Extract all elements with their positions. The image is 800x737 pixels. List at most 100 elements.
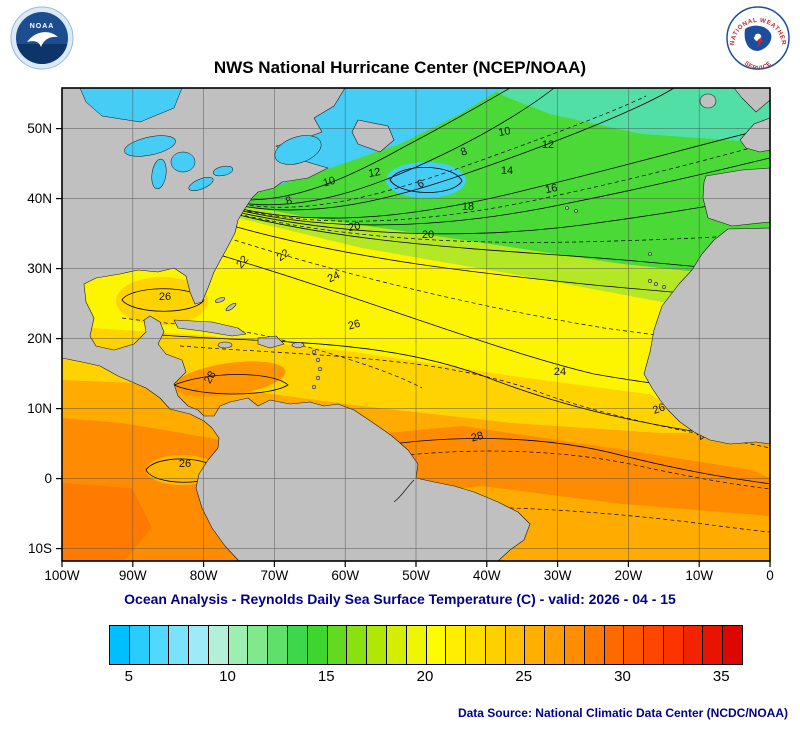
colorbar-cell [524,626,545,664]
land-cuba [173,319,247,337]
contour-lines [121,87,771,533]
land-ireland [699,93,717,109]
land-antilles [315,375,321,381]
colorbar-cell [148,626,169,664]
noaa-logo-text: NOAA [30,23,55,30]
lake-erie [188,177,214,191]
colorbar-cell [583,626,604,664]
lon-tick-label: 20W [615,568,643,583]
colorbar [109,625,743,665]
contour-label: 10 [322,175,337,190]
lat-tick-label: 10S [28,541,52,556]
land-puerto-rico [291,342,305,348]
contour-label: 14 [501,165,513,177]
contour-label: 6 [415,178,426,191]
land-bahamas [225,302,237,312]
colorbar-cell [702,626,723,664]
noaa-logo-sea [16,44,68,64]
colorbar-cell [484,626,505,664]
lon-tick-label: 0 [766,568,774,583]
colorbar-tick-label: 15 [317,668,335,685]
colorbar-tick-label: 30 [614,668,631,685]
colorbar-cell [287,626,307,664]
colorbar-cell [662,626,683,664]
colorbar-cell [504,626,525,664]
colorbar-cell [465,626,485,664]
lat-tick-label: 20N [27,331,52,346]
contour-label: 8 [284,194,294,207]
lon-tick-label: 80W [190,568,218,583]
colorbar-cell [346,626,367,664]
land-canary-islands [662,285,666,289]
contour-label: 8 [459,145,469,158]
colorbar-cell [306,626,327,664]
colorbar-cell [227,626,248,664]
water-features [79,87,415,503]
land-jamaica [217,341,233,349]
lake-ontario [212,165,234,177]
colorbar-cell [682,626,703,664]
lon-tick-label: 60W [331,568,359,583]
lake-michigan [151,158,167,190]
colorbar-cell [563,626,584,664]
land-azores [565,206,569,210]
noaa-seagull-icon [27,32,58,47]
contour-label: 26 [347,318,362,333]
contour-label: 24 [554,366,566,378]
colorbar-tick-label: 35 [712,668,730,685]
contour-label: 20 [422,229,434,241]
sst-map: 10 12 8 14 16 10 12 6 8 18 20 20 22 22 2… [27,87,774,583]
land-antilles [311,384,317,390]
nws-logo: NATIONAL WEATHER SERVICE [726,6,790,70]
lon-tick-label: 90W [119,568,147,583]
contour-label: 26 [179,458,191,470]
colorbar-cell [405,626,426,664]
colorbar-cell [544,626,564,664]
contour-label: 10 [497,125,511,139]
colorbar-cell [643,626,663,664]
colorbar-cell [623,626,644,664]
lat-tick-label: 50N [27,121,52,136]
map-caption: Ocean Analysis - Reynolds Daily Sea Surf… [124,591,676,607]
colorbar-tick-label: 20 [416,668,434,685]
land-antilles [311,349,317,355]
land-azores [574,209,578,213]
contour-label: 20 [347,220,361,234]
colorbar-cell [207,626,228,664]
land-hispaniola [257,335,285,349]
noaa-logo: NOAA [10,6,74,70]
land-americas [61,87,531,562]
lat-tick-label: 40N [27,191,52,206]
land-newfoundland [351,119,395,153]
lon-tick-label: 50W [402,568,430,583]
contour-label: 24 [326,269,342,285]
contour-label: 28 [470,430,485,445]
land-canary-islands [648,279,652,283]
x-axis-labels: 100W 90W 80W 70W 60W 50W 40W 30W 20W 10W… [44,568,773,583]
gulf-of-st-lawrence [274,135,322,165]
colorbar-cell [247,626,268,664]
lon-tick-label: 10W [685,568,713,583]
land-madeira [648,252,652,256]
contour-label: 12 [367,166,381,180]
colorbar-tick-label: 25 [515,668,533,685]
colorbar-cell [425,626,446,664]
lat-tick-label: 30N [27,261,52,276]
contour-label: 22 [275,247,292,264]
land-bahamas [214,297,226,303]
colorbar-cell [366,626,386,664]
land-africa [643,227,771,445]
land-layer [61,87,771,562]
grid-lines [62,88,770,561]
data-source-note: Data Source: National Climatic Data Cent… [457,706,788,720]
nws-lightning-icon [756,36,763,48]
contour-label: 26 [651,401,667,416]
colorbar-cell [445,626,466,664]
contour-label: 26 [159,291,171,303]
land-antilles [317,366,323,372]
lon-tick-label: 70W [261,568,289,583]
colorbar-cell [168,626,189,664]
colorbar-cell [326,626,347,664]
amazon-river [393,479,415,503]
land-iberia [702,167,771,227]
